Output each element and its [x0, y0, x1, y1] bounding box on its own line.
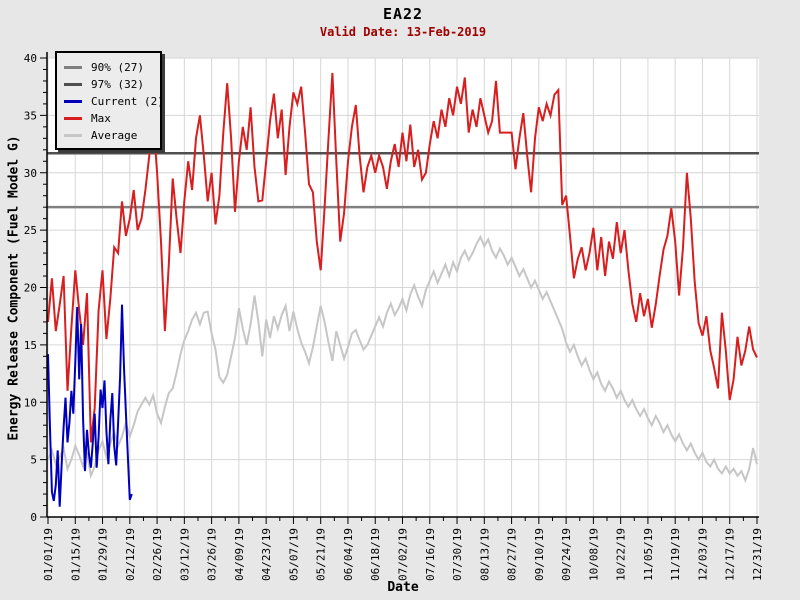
- legend-swatch: [64, 66, 82, 69]
- x-tick-label: 06/04/19: [342, 528, 355, 581]
- chart-subtitle: Valid Date: 13-Feb-2019: [319, 25, 487, 39]
- x-tick-label: 02/12/19: [124, 528, 137, 581]
- y-tick-label: 0: [30, 511, 37, 524]
- legend-label: Current (2): [91, 95, 164, 108]
- series-average-line: [47, 234, 758, 484]
- x-tick-label: 04/09/19: [233, 528, 246, 581]
- legend-swatch: [64, 83, 82, 86]
- y-tick-label: 35: [24, 109, 37, 122]
- series-max-line: [47, 72, 758, 443]
- y-tick-label: 25: [24, 224, 37, 237]
- y-tick-label: 5: [30, 454, 37, 467]
- x-tick-label: 05/07/19: [287, 528, 300, 581]
- legend-label: 97% (32): [91, 78, 144, 91]
- x-tick-label: 11/05/19: [642, 528, 655, 581]
- y-tick-label: 30: [24, 167, 37, 180]
- chart-title: EA22: [382, 5, 424, 23]
- legend-label: 90% (27): [91, 61, 144, 74]
- x-tick-label: 09/24/19: [560, 528, 573, 581]
- x-tick-label: 07/16/19: [424, 528, 437, 581]
- legend-item: 90% (27): [57, 59, 160, 76]
- legend-label: Max: [91, 112, 111, 125]
- legend: 90% (27) 97% (32) Current (2) Max Average: [55, 51, 164, 150]
- x-tick-label: 02/26/19: [151, 528, 164, 581]
- legend-item: Current (2): [57, 93, 164, 110]
- x-axis-label: Date: [387, 580, 419, 595]
- x-tick-label: 12/03/19: [696, 528, 709, 581]
- x-tick-label: 11/19/19: [669, 528, 682, 581]
- x-tick-label: 12/17/19: [724, 528, 737, 581]
- y-tick-label: 10: [24, 396, 37, 409]
- x-tick-label: 12/31/19: [751, 528, 764, 581]
- x-tick-label: 07/02/19: [397, 528, 410, 581]
- x-tick-label: 10/08/19: [587, 528, 600, 581]
- legend-item: Average: [57, 127, 160, 144]
- x-tick-label: 08/27/19: [506, 528, 519, 581]
- x-tick-label: 06/18/19: [369, 528, 382, 581]
- x-tick-label: 01/01/19: [42, 528, 55, 581]
- x-tick-label: 03/12/19: [178, 528, 191, 581]
- legend-swatch: [64, 100, 82, 103]
- y-tick-label: 40: [24, 52, 37, 65]
- y-tick-label: 15: [24, 339, 37, 352]
- x-tick-label: 01/15/19: [69, 528, 82, 581]
- legend-item: Max: [57, 110, 160, 127]
- x-tick-label: 09/10/19: [533, 528, 546, 581]
- series-current-line: [47, 304, 133, 507]
- x-tick-label: 01/29/19: [97, 528, 110, 581]
- x-tick-label: 04/23/19: [260, 528, 273, 581]
- y-tick-label: 20: [24, 282, 37, 295]
- legend-item: 97% (32): [57, 76, 160, 93]
- x-tick-label: 07/30/19: [451, 528, 464, 581]
- legend-label: Average: [91, 129, 138, 142]
- x-tick-label: 03/26/19: [206, 528, 219, 581]
- x-tick-label: 08/13/19: [478, 528, 491, 581]
- x-tick-label: 10/22/19: [615, 528, 628, 581]
- legend-swatch: [64, 117, 82, 120]
- x-tick-label: 05/21/19: [315, 528, 328, 581]
- legend-swatch: [64, 134, 82, 137]
